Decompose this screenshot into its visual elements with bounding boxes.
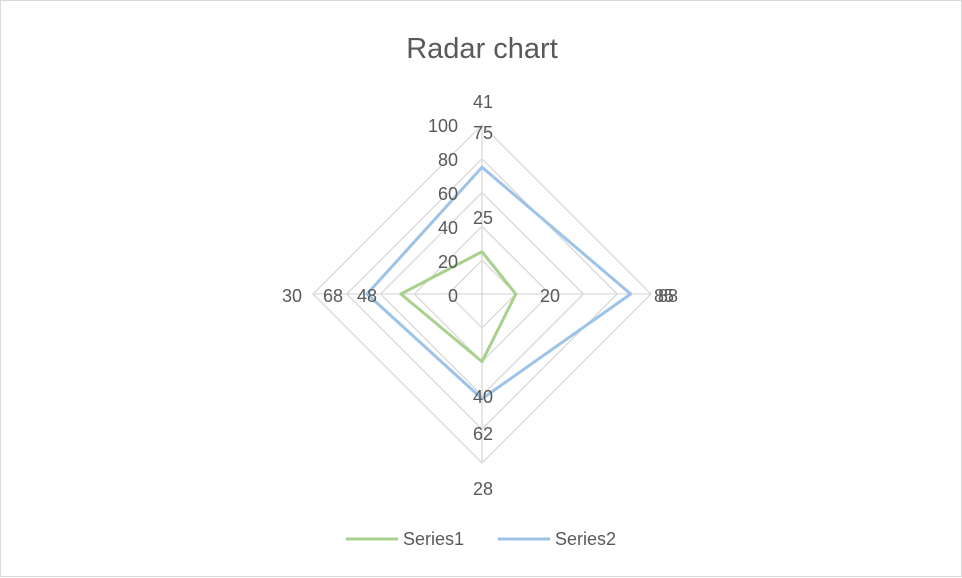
axis-label: 60 [438, 184, 458, 204]
legend-label-1: Series1 [403, 529, 464, 549]
axis-label: 0 [448, 286, 458, 306]
series-line-2 [365, 165, 633, 401]
axis-label: 48 [357, 286, 377, 306]
series-lines [365, 165, 633, 401]
axis-label: 40 [438, 218, 458, 238]
axis-label: 30 [282, 286, 302, 306]
axis-label: 100 [428, 116, 458, 136]
chart-title: Radar chart [406, 33, 558, 65]
axis-label: 85 [654, 286, 674, 306]
axis-label: 80 [438, 150, 458, 170]
axis-label: 20 [438, 252, 458, 272]
axis-label: 62 [473, 424, 493, 444]
legend: Series1 Series2 [346, 529, 616, 549]
axis-label: 25 [473, 208, 493, 228]
axis-label: 88 [658, 286, 678, 306]
radar-grid [312, 124, 652, 464]
axis-label: 40 [473, 387, 493, 407]
axis-label: 41 [473, 92, 493, 112]
legend-label-2: Series2 [555, 529, 616, 549]
axis-label: 20 [540, 286, 560, 306]
axis-label: 68 [323, 286, 343, 306]
axis-label: 75 [473, 123, 493, 143]
series-line-1 [399, 250, 518, 364]
axis-label: 28 [473, 479, 493, 499]
